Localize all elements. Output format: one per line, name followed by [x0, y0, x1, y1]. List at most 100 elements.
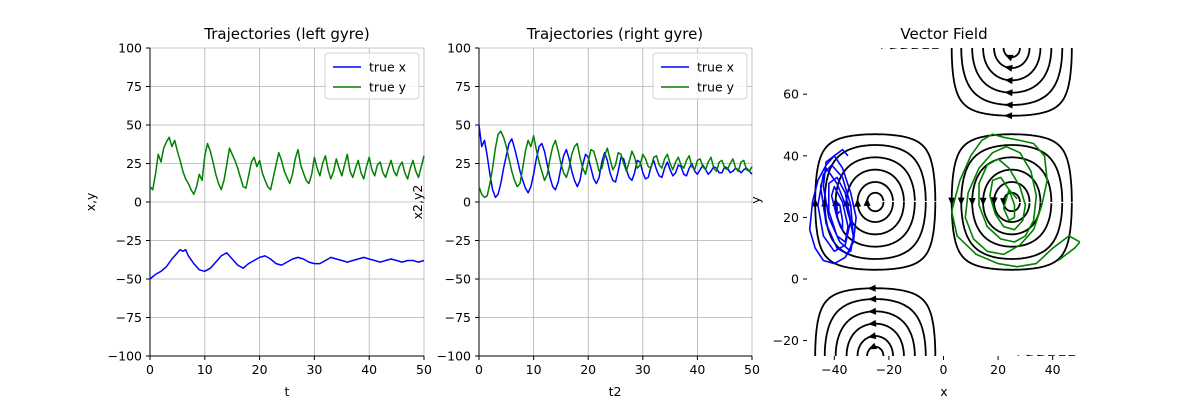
right-gyre-series-x-line — [478, 124, 753, 199]
left-gyre-legend: true x true y — [324, 52, 420, 100]
vector-field-ytick-label: −20 — [773, 333, 799, 348]
left-gyre-series-y-line — [149, 136, 425, 196]
right-gyre-ytick-label: 75 — [455, 79, 471, 94]
streamline-arrow — [1017, 355, 1025, 356]
streamline-arrow — [867, 284, 876, 292]
streamline-arrow — [1004, 64, 1013, 72]
vector-field-ytick-label: 20 — [783, 210, 799, 225]
streamline-arrow — [868, 342, 878, 350]
right-gyre-xtick-label: 20 — [580, 362, 596, 377]
right-gyre-ytick-label: −100 — [437, 349, 471, 364]
left-gyre-xtick-label: 0 — [146, 362, 154, 377]
streamline-arrow — [990, 197, 998, 206]
streamline — [866, 191, 885, 213]
vector-field-panel: Vector Field x y −40 −20 0 20 40 60 40 20 0 −20 — [748, 25, 1080, 399]
left-gyre-series-x-line — [149, 248, 425, 280]
streamline — [856, 335, 894, 356]
vector-field-xtick-label: −40 — [821, 362, 847, 377]
streamline-arrow — [868, 295, 877, 303]
left-gyre-xtick-label: 10 — [197, 362, 213, 377]
streamline — [1029, 356, 1030, 362]
streamline — [892, 42, 893, 48]
left-gyre-trajectory — [808, 148, 857, 265]
streamline — [1017, 356, 1020, 363]
left-gyre-xtick-label: 30 — [306, 362, 322, 377]
streamline — [982, 48, 1042, 82]
streamline — [881, 41, 884, 48]
streamline-arrow — [968, 198, 976, 206]
vector-field-ytick-label: 40 — [783, 148, 799, 163]
right-gyre-xtick-label: 50 — [744, 362, 760, 377]
right-gyre-title: Trajectories (right gyre) — [526, 25, 703, 43]
vector-field-ylabel: y — [748, 196, 763, 204]
streamline-arrow — [1004, 89, 1013, 97]
streamline — [866, 345, 885, 356]
right-gyre-xlabel: t2 — [609, 384, 622, 399]
right-gyre-panel: Trajectories (right gyre) t2 x2,y2 0 10 20… — [410, 25, 760, 399]
streamline-arrow — [889, 48, 897, 50]
vector-field-xlabel: x — [940, 384, 947, 399]
left-gyre-ytick-label: −75 — [116, 310, 142, 325]
vector-field-ytick-label: 0 — [791, 272, 799, 287]
vector-field-ytick-label: 60 — [783, 87, 799, 102]
left-gyre-ytick-label: 50 — [126, 118, 142, 133]
right-gyre-xtick-label: 40 — [689, 362, 705, 377]
streamline-arrow — [854, 198, 862, 207]
streamline-arrow — [948, 197, 956, 206]
streamline-arrow — [1004, 101, 1013, 109]
left-gyre-ylabel: x,y — [83, 192, 98, 211]
vector-field-xtick-label: 20 — [990, 362, 1006, 377]
left-gyre-title: Trajectories (left gyre) — [203, 25, 369, 43]
right-gyre-ytick-label: 25 — [455, 156, 471, 171]
left-gyre-ytick-label: 100 — [118, 41, 142, 56]
right-gyre-xtick-label: 30 — [635, 362, 651, 377]
streamline-arrow — [1037, 354, 1045, 356]
streamline-arrow — [868, 319, 877, 327]
left-gyre-ytick-label: −50 — [116, 272, 142, 287]
streamline-arrow — [1004, 112, 1013, 120]
left-gyre-legend-label: true y — [369, 80, 407, 95]
right-gyre-legend-label: true x — [697, 60, 734, 75]
vector-field-xtick-label: −20 — [876, 362, 902, 377]
right-gyre-legend: true x true y — [652, 52, 748, 100]
vector-field-xtick-label: 40 — [1045, 362, 1061, 377]
streamline — [1002, 48, 1021, 59]
streamline — [856, 181, 894, 223]
right-gyre-ylabel: x2,y2 — [410, 185, 425, 220]
streamline-arrow — [1068, 355, 1076, 356]
left-gyre-ytick-label: 75 — [126, 79, 142, 94]
left-gyre-xtick-label: 50 — [416, 362, 432, 377]
right-gyre-ytick-label: 0 — [463, 195, 471, 210]
streamline-arrow — [863, 197, 871, 206]
left-gyre-ytick-label: −25 — [116, 233, 142, 248]
streamline-arrow — [957, 197, 965, 206]
left-gyre-legend-label: true x — [369, 60, 406, 75]
streamline-arrow — [811, 198, 819, 207]
streamline-arrow — [1026, 354, 1034, 356]
streamline — [993, 48, 1031, 69]
right-gyre-series-y-line — [478, 130, 753, 199]
streamlines — [808, 41, 1080, 363]
right-gyre-ytick-label: −25 — [445, 233, 471, 248]
streamline-arrow — [880, 48, 888, 49]
streamline — [1040, 356, 1041, 362]
right-gyre-ytick-label: −75 — [445, 310, 471, 325]
streamline-arrow — [1004, 77, 1013, 85]
left-gyre-xtick-label: 40 — [361, 362, 377, 377]
left-gyre-xtick-label: 20 — [252, 362, 268, 377]
left-gyre-xlabel: t — [285, 384, 290, 399]
right-gyre-xtick-label: 10 — [526, 362, 542, 377]
vector-field-title: Vector Field — [900, 25, 987, 43]
left-gyre-ytick-label: 0 — [134, 195, 142, 210]
left-gyre-panel: Trajectories (left gyre) t x,y 0 10 20 30 40… — [83, 25, 432, 399]
streamline-arrow — [1004, 54, 1014, 62]
left-gyre-ytick-label: −100 — [108, 349, 142, 364]
right-gyre-trajectory — [950, 133, 1080, 268]
right-gyre-legend-label: true y — [697, 80, 735, 95]
vector-field-xtick-label: 0 — [940, 362, 948, 377]
right-gyre-ytick-label: 50 — [455, 118, 471, 133]
streamline — [845, 322, 905, 356]
left-gyre-ytick-label: 25 — [126, 156, 142, 171]
right-gyre-ytick-label: −50 — [445, 272, 471, 287]
